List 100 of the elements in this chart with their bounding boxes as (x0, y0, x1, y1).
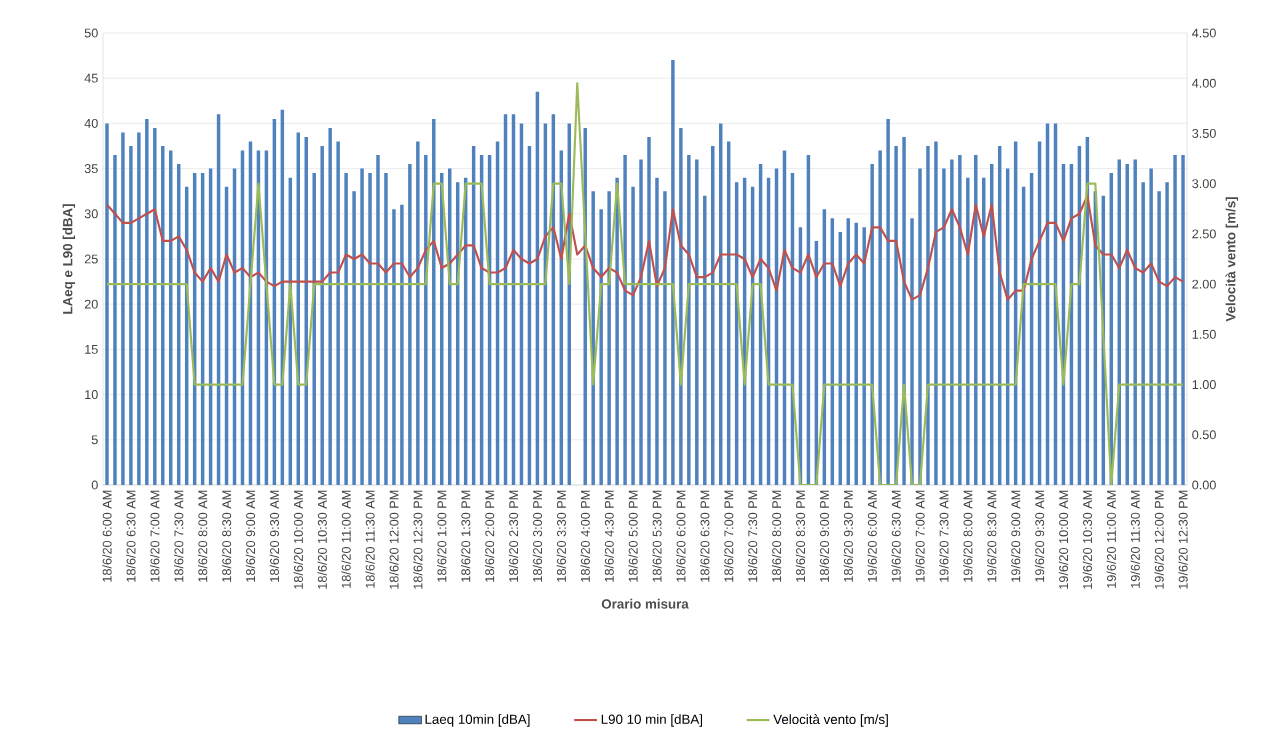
y2-tick-label: 1.00 (1192, 380, 1216, 390)
x-tick-label: 18/6/20 9:00 PM (819, 490, 829, 582)
y-tick-label: 30 (84, 209, 98, 219)
bar (384, 173, 388, 485)
bar (1141, 182, 1145, 485)
bar (862, 227, 866, 485)
x-tick-label: 19/6/20 11:30 AM (1130, 490, 1140, 588)
x-tick-label: 18/6/20 8:00 PM (771, 490, 782, 582)
x-tick-label: 18/6/20 12:30 PM (413, 490, 423, 589)
bar (679, 127, 683, 485)
y2-tick-label: 4.50 (1192, 28, 1216, 38)
bar (966, 177, 970, 485)
bar (368, 173, 372, 485)
y2-tick-label: 1.50 (1192, 329, 1216, 339)
y2-tick-label: 3.50 (1192, 128, 1216, 138)
x-axis-title: Orario misura (601, 598, 689, 609)
bar (312, 173, 316, 485)
bar (639, 159, 643, 485)
x-tick-label: 18/6/20 8:30 AM (221, 490, 232, 582)
bar (695, 159, 699, 485)
x-tick-label: 19/6/20 10:00 AM (1058, 490, 1069, 589)
bar (352, 191, 356, 485)
legend-label: Velocità vento [m/s] (773, 714, 888, 727)
bar (974, 155, 978, 485)
x-tick-label: 18/6/20 8:00 AM (197, 490, 208, 582)
x-tick-label: 19/6/20 11:00 AM (1106, 490, 1116, 588)
bar (1149, 168, 1153, 485)
bar (1165, 182, 1169, 485)
bar (926, 146, 930, 485)
x-tick-label: 19/6/20 8:00 AM (963, 490, 973, 582)
y-tick-label: 20 (84, 299, 98, 309)
bar (1173, 155, 1177, 485)
bar (894, 146, 898, 485)
x-tick-label: 18/6/20 9:00 AM (245, 490, 256, 582)
x-tick-label: 18/6/20 6:30 PM (700, 490, 710, 582)
bar (424, 155, 428, 485)
bar (647, 136, 651, 485)
y-tick-label: 40 (84, 118, 98, 128)
bar (615, 177, 619, 485)
x-tick-label: 18/6/20 6:30 AM (126, 490, 136, 582)
y-axis-title: LAeq e L90 [dBA] (62, 204, 76, 314)
bar (1133, 159, 1137, 485)
bar (408, 164, 412, 485)
bar (432, 118, 436, 485)
x-tick-label: 18/6/20 7:00 PM (724, 490, 734, 582)
bar (121, 132, 125, 485)
x-tick-label: 18/6/20 4:30 PM (604, 490, 614, 582)
x-tick-label: 18/6/20 3:00 PM (532, 490, 543, 582)
x-tick-label: 19/6/20 7:30 AM (939, 490, 949, 582)
bar (599, 209, 603, 485)
x-tick-label: 19/6/20 6:30 AM (891, 490, 901, 582)
x-tick-label: 18/6/20 4:00 PM (580, 490, 590, 582)
bar (145, 118, 149, 485)
bar (1181, 155, 1185, 485)
x-tick-label: 18/6/20 10:00 AM (293, 490, 303, 589)
x-tick-label: 19/6/20 8:30 AM (987, 490, 997, 582)
bar (671, 60, 675, 485)
x-tick-label: 18/6/20 5:30 PM (652, 490, 662, 582)
x-tick-label: 19/6/20 9:30 AM (1034, 490, 1045, 582)
x-tick-label: 19/6/20 12:30 PM (1178, 490, 1188, 589)
bar (958, 155, 962, 485)
bar (328, 127, 332, 485)
y-tick-label: 45 (84, 73, 98, 83)
x-tick-label: 18/6/20 6:00 AM (102, 490, 112, 582)
bar (344, 173, 348, 485)
x-tick-label: 18/6/20 7:30 AM (174, 490, 184, 582)
bar (376, 155, 380, 485)
legend-label: L90 10 min [dBA] (601, 714, 703, 727)
y2-tick-label: 4.00 (1192, 78, 1216, 88)
y-tick-label: 35 (84, 164, 98, 174)
bar (950, 159, 954, 485)
bar (631, 186, 635, 485)
y-tick-label: 25 (84, 254, 98, 264)
y-tick-label: 15 (85, 344, 98, 354)
x-tick-label: 18/6/20 6:00 PM (676, 490, 686, 582)
bar (1157, 191, 1161, 485)
bar (854, 222, 858, 485)
y-tick-label: 10 (85, 390, 98, 400)
x-tick-label: 18/6/20 7:00 AM (150, 490, 160, 582)
bar (113, 155, 117, 485)
bar (360, 168, 364, 485)
x-tick-label: 19/6/20 6:00 AM (867, 490, 877, 582)
bar (934, 141, 938, 485)
bar (910, 218, 914, 485)
x-tick-label: 18/6/20 3:30 PM (556, 490, 566, 582)
legend-label: Laeq 10min [dBA] (425, 714, 530, 727)
bar (886, 118, 890, 485)
y-tick-label: 0 (91, 480, 98, 490)
y2-tick-label: 2.00 (1192, 279, 1216, 289)
x-tick-label: 18/6/20 8:30 PM (795, 490, 806, 582)
y2-tick-label: 2.50 (1192, 229, 1216, 239)
bar (918, 168, 922, 485)
y2-tick-label: 0.00 (1192, 480, 1216, 490)
bar (878, 150, 882, 485)
bar (902, 136, 906, 485)
y2-axis-title: Velocità vento [m/s] (1225, 197, 1239, 322)
x-tick-label: 18/6/20 5:00 PM (628, 490, 638, 582)
x-tick-label: 18/6/20 10:30 AM (317, 490, 327, 589)
x-tick-label: 19/6/20 12:00 PM (1154, 490, 1164, 589)
bar (416, 141, 420, 485)
